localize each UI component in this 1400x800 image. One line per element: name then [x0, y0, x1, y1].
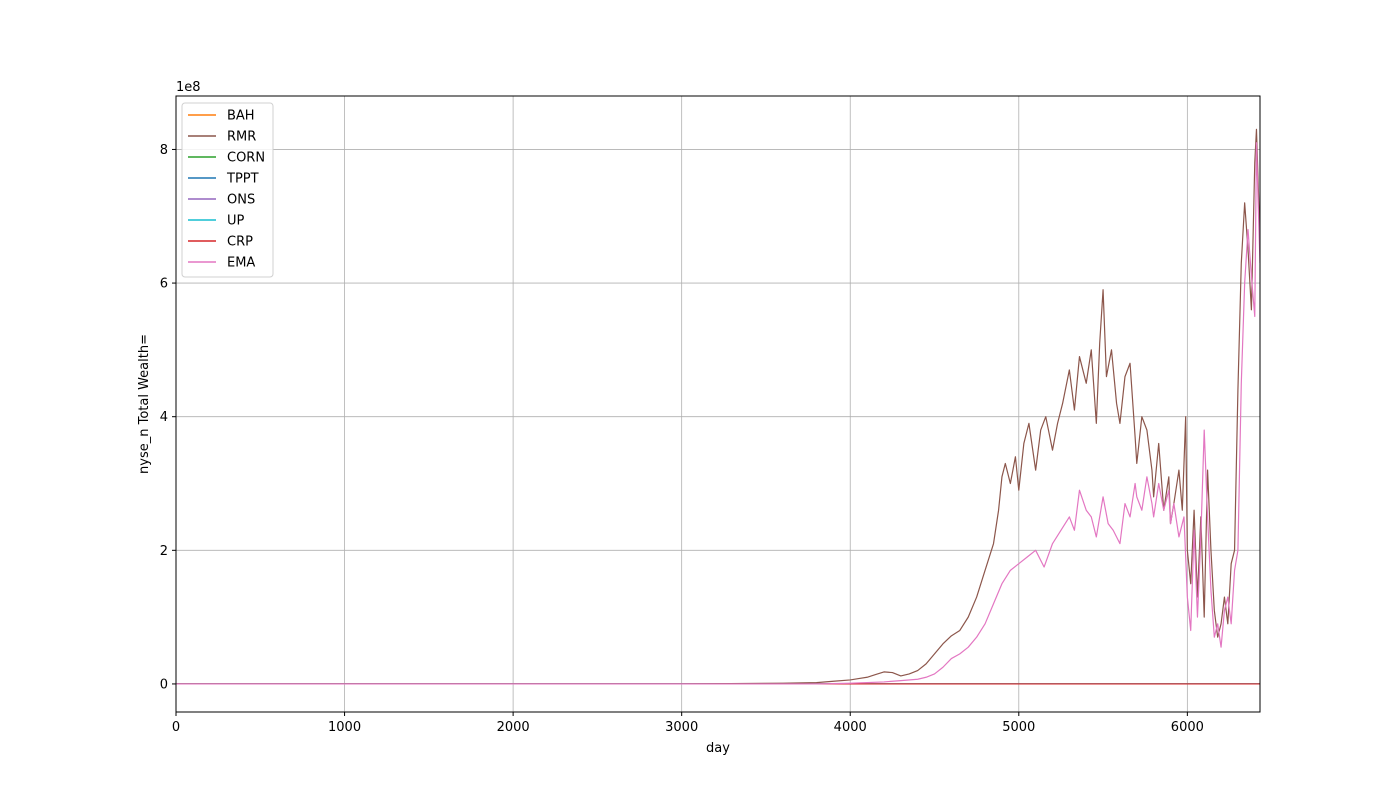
- x-tick-label: 6000: [1171, 720, 1204, 735]
- y-axis-label: nyse_n Total Wealth=: [137, 334, 152, 474]
- y-tick-label: 4: [160, 410, 168, 425]
- series-line-rmr: [176, 128, 1260, 685]
- legend-label-tppt: TPPT: [226, 172, 259, 187]
- y-tick-label: 8: [160, 143, 168, 158]
- x-tick-label: 4000: [834, 720, 867, 735]
- x-tick-label: 2000: [497, 720, 530, 735]
- y-tick-label: 0: [160, 677, 168, 692]
- legend-label-crp: CRP: [227, 235, 253, 250]
- plot-frame: [175, 95, 1261, 713]
- legend-box: [181, 102, 274, 278]
- legend-label-up: UP: [227, 214, 245, 229]
- y-tick-label: 2: [160, 544, 168, 559]
- plot-area: [176, 96, 1260, 712]
- y-multiplier-label: 1e8: [176, 80, 201, 95]
- series-layer: [176, 128, 1260, 685]
- x-axis-label: day: [706, 741, 730, 756]
- y-axis: 0 2 4 6 8: [160, 143, 176, 692]
- x-axis: 0 1000 2000 3000 4000 5000 6000: [172, 712, 1204, 735]
- x-tick-label: 1000: [328, 720, 361, 735]
- legend: BAH RMR CORN TPPT ONS UP CRP EMA: [181, 102, 274, 278]
- x-tick-label: 3000: [665, 720, 698, 735]
- legend-label-bah: BAH: [227, 109, 255, 124]
- series-line-ema: [176, 142, 1260, 685]
- x-tick-label: 5000: [1002, 720, 1035, 735]
- legend-label-corn: CORN: [227, 151, 265, 166]
- legend-label-rmr: RMR: [227, 130, 256, 145]
- x-tick-label: 0: [172, 720, 180, 735]
- legend-label-ons: ONS: [227, 193, 255, 208]
- y-tick-label: 6: [160, 277, 168, 292]
- legend-label-ema: EMA: [227, 256, 255, 271]
